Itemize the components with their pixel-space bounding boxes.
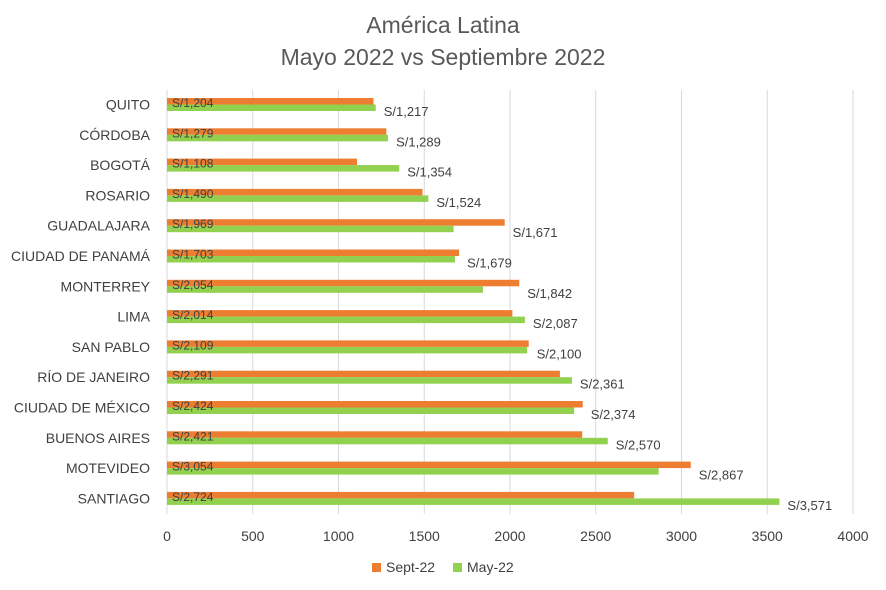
data-label-sept: S/1,204 [172,96,214,110]
data-label-may: S/2,087 [533,316,578,331]
data-label-sept: S/1,703 [172,248,214,262]
bar-sept [167,310,513,317]
category-label: BUENOS AIRES [46,430,150,446]
bar-may [167,286,483,293]
category-label: BOGOTÁ [90,157,151,173]
bar-sept [167,401,583,408]
legend: Sept-22 May-22 [372,559,514,575]
category-label: LIMA [117,309,150,325]
legend-label-may: May-22 [467,559,514,575]
data-label-may: S/1,289 [396,134,441,149]
bar-may [167,134,389,142]
data-label-sept: S/1,279 [172,126,214,140]
bar-sept [167,340,529,347]
x-tick-label: 2500 [580,528,611,544]
data-label-may: S/2,100 [537,346,582,361]
bar-sept [167,491,635,499]
legend-swatch-sept [372,563,381,572]
bar-may [167,195,429,202]
category-label: ROSARIO [85,187,150,203]
category-label: SANTIAGO [78,490,150,506]
data-label-may: S/1,671 [513,225,558,240]
bar-may [167,498,780,505]
chart-title: América Latina [366,12,520,38]
bar-sept [167,431,583,438]
bar-may [167,256,455,263]
bars [167,98,780,505]
data-label-may: S/1,524 [436,195,481,210]
data-label-sept: S/2,054 [172,278,214,292]
data-label-sept: S/3,054 [172,460,214,474]
bar-sept [167,219,505,226]
data-label-sept: S/2,109 [172,338,214,352]
bar-may [167,377,572,384]
data-label-sept: S/1,490 [172,187,214,201]
bar-sept [167,128,387,135]
bar-may [167,104,376,111]
data-label-sept: S/1,108 [172,157,214,171]
category-label: CIUDAD DE MÉXICO [14,400,150,416]
data-label-sept: S/2,424 [172,399,214,413]
data-label-may: S/2,570 [616,437,661,452]
category-label: CÓRDOBA [79,127,150,143]
data-label-may: S/3,571 [787,498,832,513]
chart-subtitle: Mayo 2022 vs Septiembre 2022 [281,44,606,70]
data-label-sept: S/2,724 [172,490,214,504]
bar-may [167,225,454,233]
bar-may [167,346,528,354]
data-label-may: S/1,217 [384,104,429,119]
gridlines [166,90,854,514]
data-labels: S/1,204 S/1,217 S/1,279 S/1,289 S/1,108 S/1,3… [172,96,832,513]
category-label: QUITO [106,97,150,113]
legend-label-sept: Sept-22 [386,559,435,575]
bar-sept [167,98,374,105]
data-label-may: S/2,867 [699,468,744,483]
legend-swatch-may [453,563,462,572]
data-label-may: S/1,679 [467,256,512,271]
bar-may [167,316,525,324]
data-label-sept: S/1,969 [172,217,214,231]
data-label-sept: S/2,014 [172,308,214,322]
bar-may [167,437,608,445]
bar-sept [167,279,520,287]
bar-may [167,407,575,414]
x-tick-label: 0 [163,528,171,544]
x-tick-label: 4000 [837,528,868,544]
data-label-sept: S/2,291 [172,369,214,383]
data-label-may: S/1,354 [407,165,452,180]
x-tick-label: 500 [241,528,265,544]
x-tick-label: 1500 [409,528,440,544]
bar-sept [167,158,358,166]
x-tick-label: 3500 [752,528,783,544]
category-labels: QUITO CÓRDOBA BOGOTÁ ROSARIO GUADALAJARA CIUD… [11,97,151,507]
data-label-may: S/1,842 [527,286,572,301]
category-label: MONTERREY [61,278,151,294]
bar-sept [167,461,691,469]
bar-sept [167,249,460,256]
x-axis-ticks: 0 500 1000 1500 2000 2500 3000 3500 4000 [163,528,869,544]
x-tick-label: 1000 [323,528,354,544]
bar-sept [167,370,560,378]
bar-may [167,165,400,172]
x-tick-label: 3000 [666,528,697,544]
category-label: SAN PABLO [72,339,150,355]
x-tick-label: 2000 [494,528,525,544]
data-label-sept: S/2,421 [172,429,214,443]
bar-sept [167,188,423,196]
category-label: CIUDAD DE PANAMÁ [11,248,151,264]
data-label-may: S/2,374 [591,407,636,422]
category-label: GUADALAJARA [47,218,150,234]
category-label: MOTEVIDEO [66,460,150,476]
bar-may [167,468,659,475]
category-label: RÍO DE JANEIRO [37,369,150,385]
data-label-may: S/2,361 [580,377,625,392]
